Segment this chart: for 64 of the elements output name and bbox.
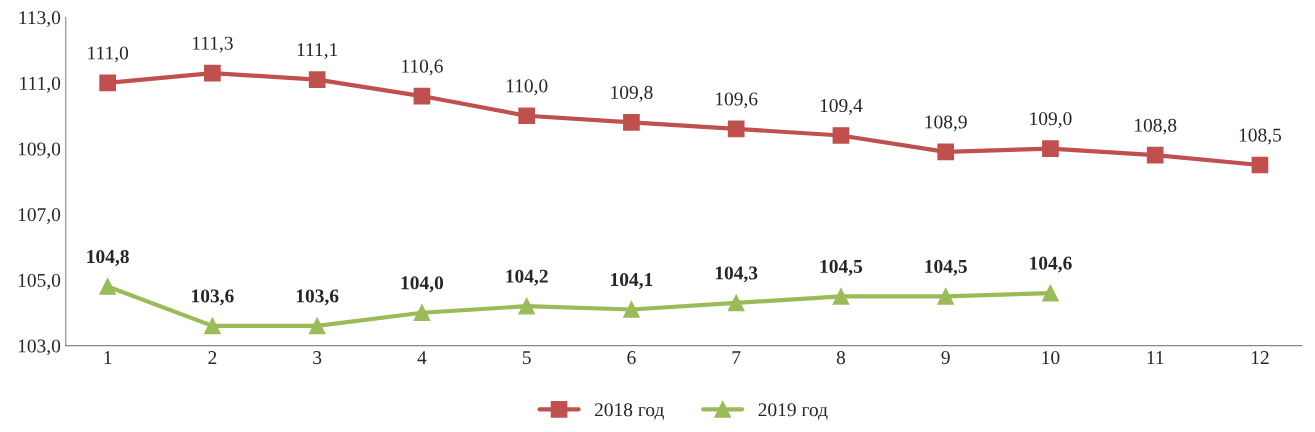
point xyxy=(937,143,955,161)
data-label: 111,1 xyxy=(297,43,338,60)
x-tick-label: 5 xyxy=(522,351,531,365)
data-label: 108,9 xyxy=(925,115,967,132)
x-tick-label: 8 xyxy=(836,351,846,365)
point xyxy=(832,288,850,305)
data-label: 104,3 xyxy=(715,266,758,283)
x-tick-label: 1 xyxy=(104,351,112,364)
data-label: 104,2 xyxy=(506,269,548,286)
data-label: 104,5 xyxy=(820,259,863,276)
data-label: 109,4 xyxy=(820,98,863,115)
y-tick-label: 107,0 xyxy=(18,208,61,225)
point xyxy=(413,304,431,322)
data-label: 108,5 xyxy=(1239,128,1282,145)
point xyxy=(727,294,745,312)
point xyxy=(1042,284,1059,302)
y-tick-label: 103,0 xyxy=(18,339,61,356)
point xyxy=(1042,140,1059,157)
data-label: 110,0 xyxy=(506,79,548,96)
data-label: 109,8 xyxy=(611,85,653,102)
point xyxy=(623,301,640,318)
y-tick-label: 109,0 xyxy=(18,142,61,159)
data-label: 104,6 xyxy=(1030,256,1072,273)
data-label: 111,3 xyxy=(192,36,233,53)
x-tick-label: 11 xyxy=(1147,351,1164,364)
data-label: 103,6 xyxy=(192,289,234,306)
y-tick-label: 111,0 xyxy=(20,76,61,93)
data-label: 110,6 xyxy=(402,59,443,76)
point xyxy=(413,87,431,105)
point xyxy=(308,317,326,335)
point xyxy=(204,64,221,82)
data-label: 109,0 xyxy=(1030,112,1072,129)
point xyxy=(204,317,221,335)
point xyxy=(1251,156,1269,174)
x-tick-label: 2 xyxy=(208,351,217,364)
data-label: 104,1 xyxy=(611,272,653,289)
data-label: 104,0 xyxy=(401,276,444,293)
point xyxy=(937,288,955,305)
data-label: 104,5 xyxy=(925,259,967,276)
x-tick-label: 3 xyxy=(313,351,322,365)
x-tick-label: 4 xyxy=(417,351,427,364)
x-tick-label: 7 xyxy=(732,351,741,364)
point xyxy=(308,71,326,88)
data-label: 111,0 xyxy=(88,46,129,63)
point xyxy=(832,127,850,144)
x-tick-label: 6 xyxy=(627,351,636,365)
x-tick-label: 12 xyxy=(1251,351,1269,364)
data-label: 108,8 xyxy=(1135,118,1177,135)
x-tick-label: 10 xyxy=(1042,351,1060,365)
y-tick-label: 105,0 xyxy=(18,273,61,290)
point xyxy=(623,114,640,131)
legend-label: 2018 год xyxy=(594,403,664,420)
point xyxy=(1146,146,1164,164)
point xyxy=(727,120,745,138)
y-tick-label: 113,0 xyxy=(19,11,61,28)
data-label: 109,6 xyxy=(716,92,758,109)
point xyxy=(518,107,536,125)
legend-label: 2019 год xyxy=(758,403,828,420)
data-label: 104,8 xyxy=(87,249,129,266)
x-tick-label: 9 xyxy=(941,351,950,365)
point xyxy=(518,297,536,315)
point xyxy=(99,278,116,295)
data-label: 103,6 xyxy=(296,289,339,306)
point xyxy=(99,74,116,92)
